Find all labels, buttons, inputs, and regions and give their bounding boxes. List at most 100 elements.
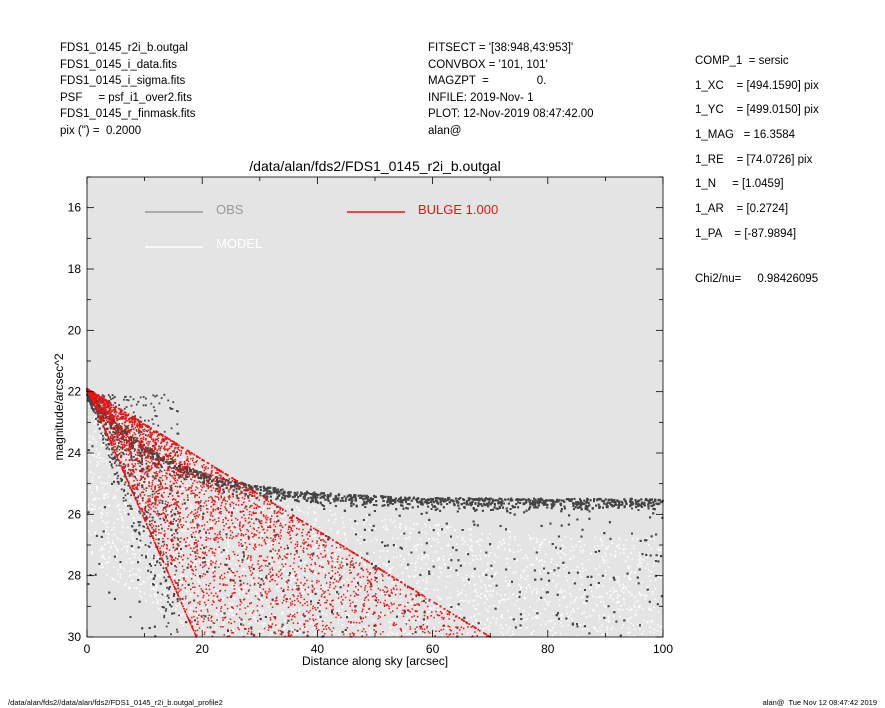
obs-point (543, 567, 545, 570)
model-point (104, 493, 107, 496)
model-point (389, 572, 391, 575)
obs-point (478, 499, 481, 502)
model-point (262, 592, 264, 595)
model-point (509, 550, 511, 552)
model-point (593, 545, 596, 548)
model-point (250, 599, 253, 601)
model-point (236, 556, 239, 559)
model-point (471, 545, 473, 547)
obs-point (660, 555, 663, 558)
model-point (653, 628, 656, 630)
model-point (179, 614, 182, 617)
obs-point (430, 499, 433, 502)
model-point (609, 596, 611, 599)
model-point (153, 588, 156, 590)
model-point (516, 595, 519, 597)
model-point (396, 634, 398, 637)
model-point (276, 601, 279, 603)
model-point (226, 549, 228, 551)
model-point (397, 625, 399, 627)
obs-point (113, 428, 116, 431)
obs-point (437, 502, 440, 505)
model-point (165, 615, 167, 617)
model-point (117, 537, 119, 540)
model-point (251, 582, 253, 585)
model-point (241, 568, 244, 571)
model-point (370, 631, 372, 633)
model-point (425, 594, 427, 597)
model-point (125, 583, 127, 585)
model-point (633, 547, 635, 550)
model-point (196, 495, 199, 498)
model-point (200, 552, 203, 554)
model-point (553, 573, 556, 576)
model-point (572, 549, 575, 551)
model-point (126, 449, 129, 452)
model-point (251, 591, 253, 594)
model-point (184, 508, 186, 510)
model-point (254, 617, 256, 620)
model-point (163, 584, 166, 587)
obs-point (267, 492, 270, 495)
obs-point (153, 477, 156, 480)
model-point (439, 528, 441, 531)
model-point (583, 627, 586, 629)
model-point (252, 534, 254, 537)
model-point (447, 527, 449, 529)
model-point (374, 537, 376, 540)
model-point (639, 559, 641, 562)
model-point (424, 621, 426, 623)
model-point (421, 591, 424, 593)
model-point (420, 543, 423, 546)
model-point (510, 616, 512, 619)
model-point (207, 564, 209, 566)
model-point (191, 552, 193, 554)
model-point (229, 574, 232, 577)
model-point (229, 563, 232, 565)
model-point (540, 544, 542, 546)
obs-point (396, 615, 398, 618)
model-point (203, 594, 206, 596)
parameter-line: 1_PA = [-87.9894] (695, 227, 797, 240)
model-point (475, 540, 478, 543)
model-point (197, 590, 200, 593)
model-point (392, 581, 395, 584)
model-point (494, 572, 496, 575)
model-point (607, 621, 610, 623)
model-point (114, 496, 116, 498)
model-point (436, 589, 439, 591)
model-point (638, 591, 641, 593)
model-point (488, 576, 490, 579)
model-point (564, 536, 566, 538)
obs-point (245, 486, 248, 489)
obs-point (294, 493, 297, 496)
model-point (612, 587, 615, 590)
model-point (558, 599, 561, 601)
model-point (320, 562, 322, 564)
model-point (489, 585, 492, 587)
model-point (507, 609, 509, 612)
obs-point (583, 499, 586, 502)
model-point (203, 535, 206, 538)
model-point (627, 566, 629, 568)
model-point (133, 517, 136, 520)
model-point (433, 539, 436, 542)
model-point (134, 553, 137, 555)
model-point (277, 590, 279, 592)
model-point (633, 604, 635, 606)
model-point (161, 550, 164, 553)
model-point (189, 607, 192, 609)
model-point (503, 548, 506, 550)
model-point (169, 570, 171, 572)
model-point (334, 513, 336, 516)
model-point (299, 635, 301, 638)
model-point (419, 599, 422, 601)
model-point (461, 576, 464, 579)
model-point (634, 571, 637, 574)
model-point (243, 568, 246, 571)
model-point (265, 599, 268, 602)
model-point (147, 478, 150, 481)
model-point (647, 563, 649, 565)
model-point (618, 601, 620, 603)
model-point (108, 541, 110, 544)
